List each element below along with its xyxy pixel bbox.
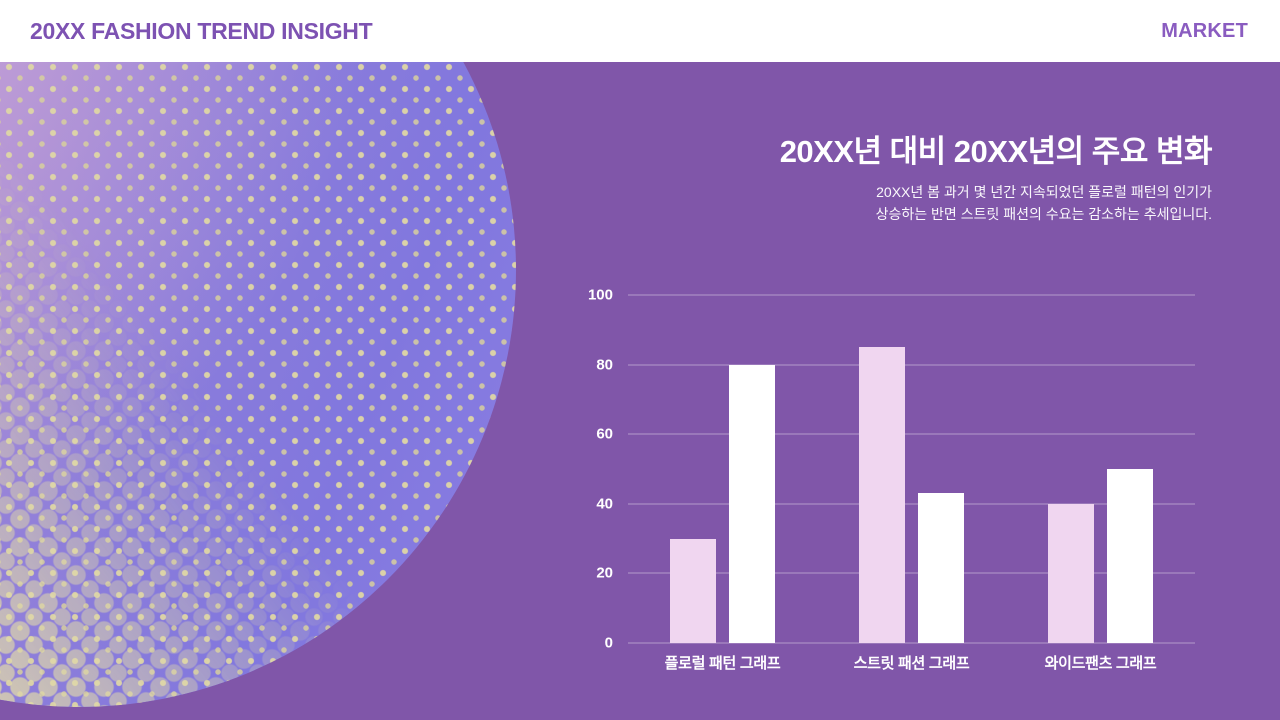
bar — [859, 347, 905, 643]
bar-group — [817, 295, 1006, 643]
y-tick-label: 20 — [596, 564, 613, 582]
bar — [1048, 503, 1094, 643]
y-tick-label: 40 — [596, 495, 613, 513]
y-tick-label: 80 — [596, 356, 613, 374]
halftone-big-dots — [0, 0, 516, 707]
x-axis-label: 와이드팬츠 그래프 — [1044, 655, 1157, 672]
chart-plot — [628, 294, 1195, 644]
gridline — [628, 503, 1195, 505]
x-axis-label: 스트릿 패션 그래프 — [853, 655, 970, 672]
x-axis: 플로럴 패턴 그래프 스트릿 패션 그래프 와이드팬츠 그래프 — [628, 652, 1195, 673]
bar — [729, 364, 775, 643]
gridline — [628, 572, 1195, 574]
bar-group — [628, 295, 817, 643]
header-right-label: MARKET — [1161, 19, 1248, 42]
bar-group — [1006, 295, 1195, 643]
bar — [1107, 469, 1153, 643]
header-title: 20XX FASHION TREND INSIGHT — [30, 17, 373, 44]
x-axis-label: 플로럴 패턴 그래프 — [664, 655, 781, 672]
gridline — [628, 294, 1195, 296]
gridline — [628, 642, 1195, 644]
chart-groups — [628, 295, 1195, 643]
bar — [918, 493, 964, 643]
halftone-circle-decoration — [0, 0, 516, 707]
bar-chart: 0 20 40 60 80 100 플로럴 패턴 그래프 스트릿 패션 그래프 와이드팬츠 그… — [588, 288, 1195, 672]
y-axis: 0 20 40 60 80 100 — [563, 288, 613, 651]
gridline — [628, 433, 1195, 435]
gridline — [628, 364, 1195, 366]
y-tick-label: 60 — [596, 425, 613, 443]
bar — [670, 538, 716, 643]
header-bar: 20XX FASHION TREND INSIGHT MARKET — [0, 0, 1280, 62]
y-tick-label: 0 — [604, 634, 613, 652]
y-tick-label: 100 — [587, 286, 613, 304]
slide-title: 20XX년 대비 20XX년의 주요 변화 — [779, 134, 1213, 169]
slide-subtitle: 20XX년 봄 과거 몇 년간 지속되었던 플로럴 패턴의 인기가 상승하는 반… — [875, 184, 1212, 222]
